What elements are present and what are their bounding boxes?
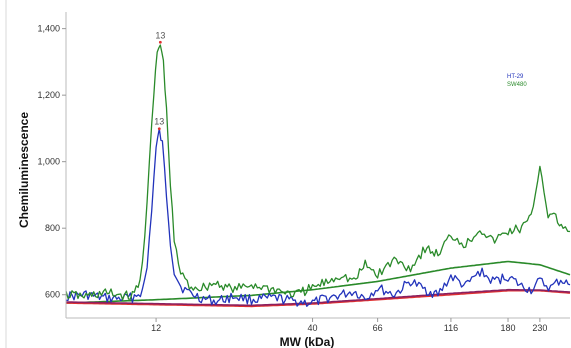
peak-label: 13	[154, 117, 164, 127]
y-tick-label: 1,200	[37, 90, 60, 100]
plot-area: 13 13	[5, 0, 571, 348]
series-line	[65, 44, 571, 301]
y-tick-label: 1,000	[37, 157, 60, 167]
y-tick-label: 600	[45, 290, 60, 300]
x-axis: 12 40 66 116 180 230	[66, 317, 570, 333]
series-line	[65, 127, 571, 307]
y-axis-title: Chemiluminescence	[17, 112, 31, 228]
legend: HT-29 SW480	[507, 74, 527, 88]
x-tick-label: 40	[308, 323, 318, 333]
legend-entry: HT-29	[507, 74, 524, 80]
y-axis: 600 800 1,000 1,200 1,400	[37, 12, 67, 318]
x-tick-label: 66	[373, 323, 383, 333]
x-tick-label: 12	[151, 323, 161, 333]
peak-marker	[157, 127, 161, 131]
peak-label: 13	[155, 30, 165, 40]
y-tick-label: 800	[45, 223, 60, 233]
x-tick-label: 116	[444, 323, 458, 333]
legend-entry: SW480	[507, 82, 527, 88]
y-tick-label: 1,400	[37, 24, 60, 34]
x-axis-title: MW (kDa)	[280, 335, 335, 348]
trend-line	[66, 260, 571, 304]
x-tick-label: 180	[501, 323, 516, 333]
peak-marker	[158, 40, 162, 44]
x-tick-label: 230	[532, 323, 547, 333]
